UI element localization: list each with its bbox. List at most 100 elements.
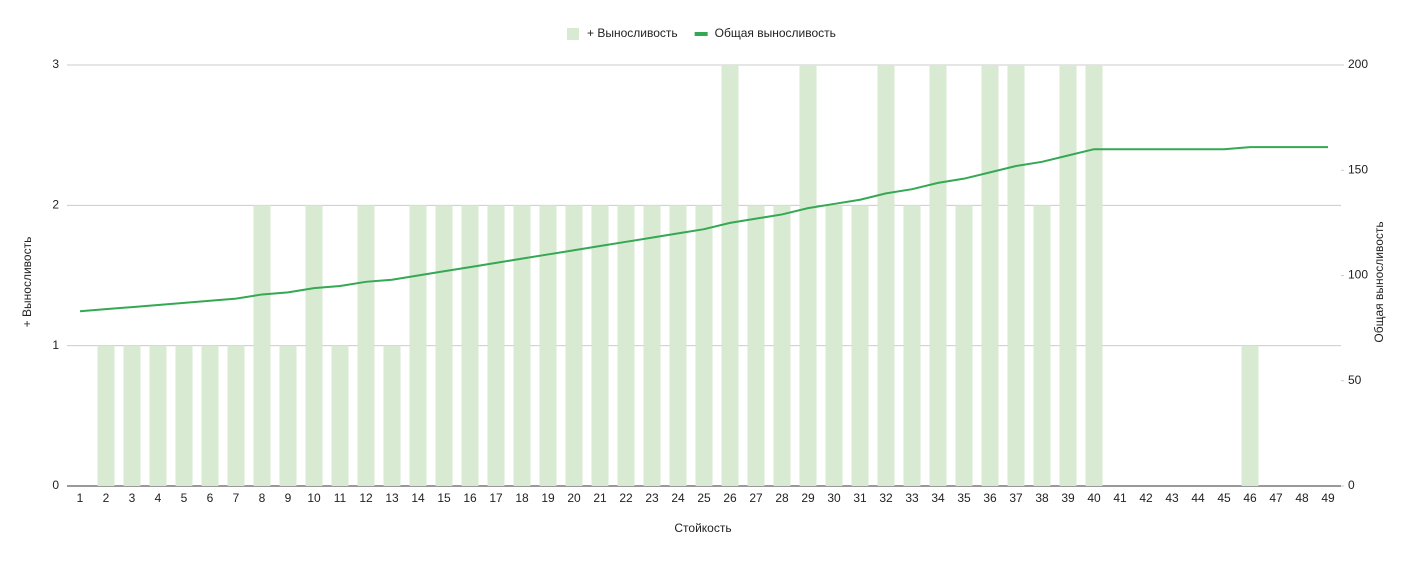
- bar: [435, 205, 453, 487]
- x-tick-label: 42: [1139, 491, 1153, 505]
- bar: [1059, 65, 1077, 486]
- x-tick-label: 29: [801, 491, 815, 505]
- bar: [799, 65, 817, 486]
- bar: [773, 205, 791, 487]
- bar: [513, 205, 531, 487]
- x-tick-label: 10: [307, 491, 321, 505]
- y-tick-label: 3: [52, 57, 59, 71]
- legend-swatch: [694, 32, 708, 36]
- bar: [695, 205, 713, 487]
- x-tick-label: 18: [515, 491, 529, 505]
- x-tick-label: 49: [1321, 491, 1335, 505]
- x-tick-label: 7: [233, 491, 240, 505]
- bar: [149, 345, 167, 486]
- bar: [227, 345, 245, 486]
- y2-tick-label: 100: [1348, 268, 1368, 282]
- x-tick-label: 4: [155, 491, 162, 505]
- x-tick-label: 46: [1243, 491, 1257, 505]
- bar: [669, 205, 687, 487]
- y-tick-label: 2: [52, 198, 59, 212]
- x-tick-label: 13: [385, 491, 399, 505]
- x-tick-label: 17: [489, 491, 503, 505]
- x-tick-label: 8: [259, 491, 266, 505]
- x-tick-label: 30: [827, 491, 841, 505]
- bar: [331, 345, 349, 486]
- x-tick-label: 15: [437, 491, 451, 505]
- bar: [279, 345, 297, 486]
- x-tick-label: 26: [723, 491, 737, 505]
- y2-tick-label: 50: [1348, 373, 1362, 387]
- bar: [929, 65, 947, 486]
- x-tick-label: 40: [1087, 491, 1101, 505]
- y2-tick-label: 150: [1348, 162, 1368, 176]
- bar: [539, 205, 557, 487]
- x-tick-label: 47: [1269, 491, 1283, 505]
- x-tick-label: 41: [1113, 491, 1127, 505]
- x-tick-label: 5: [181, 491, 188, 505]
- line-series: [79, 146, 1328, 313]
- x-tick-label: 36: [983, 491, 997, 505]
- bar: [1085, 65, 1103, 486]
- x-tick-label: 12: [359, 491, 373, 505]
- y-axis-title: + Выносливость: [20, 237, 34, 328]
- bar: [409, 205, 427, 487]
- bar: [175, 345, 193, 486]
- bar: [487, 205, 505, 487]
- x-tick-label: 33: [905, 491, 919, 505]
- bar: [955, 205, 973, 487]
- x-tick-label: 9: [285, 491, 292, 505]
- x-tick-label: 19: [541, 491, 555, 505]
- bar: [1007, 65, 1025, 486]
- x-tick-label: 35: [957, 491, 971, 505]
- bar: [1241, 345, 1259, 486]
- bar: [721, 65, 739, 486]
- x-tick-label: 2: [103, 491, 110, 505]
- x-tick-label: 22: [619, 491, 633, 505]
- bar: [201, 345, 219, 486]
- x-tick-label: 6: [207, 491, 214, 505]
- y-tick-label: 1: [52, 338, 59, 352]
- x-tick-label: 20: [567, 491, 581, 505]
- y2-axis-title: Общая выносливость: [1372, 221, 1386, 342]
- bar: [305, 205, 323, 487]
- x-tick-label: 27: [749, 491, 763, 505]
- y2-tick-label: 200: [1348, 57, 1368, 71]
- x-tick-label: 24: [671, 491, 685, 505]
- x-tick-label: 34: [931, 491, 945, 505]
- x-tick-label: 21: [593, 491, 607, 505]
- bar: [461, 205, 479, 487]
- bar: [747, 205, 765, 487]
- bar: [643, 205, 661, 487]
- x-tick-label: 16: [463, 491, 477, 505]
- bar: [825, 205, 843, 487]
- x-tick-label: 45: [1217, 491, 1231, 505]
- y2-tick-label: 0: [1348, 478, 1355, 492]
- x-axis-title: Стойкость: [674, 521, 731, 535]
- x-tick-label: 14: [411, 491, 425, 505]
- x-tick-label: 28: [775, 491, 789, 505]
- bar: [253, 205, 271, 487]
- x-tick-label: 44: [1191, 491, 1205, 505]
- x-tick-label: 23: [645, 491, 659, 505]
- legend-swatch: [567, 28, 579, 40]
- bar: [383, 345, 401, 486]
- x-tick-label: 25: [697, 491, 711, 505]
- bar: [903, 205, 921, 487]
- bar: [97, 345, 115, 486]
- x-tick-label: 48: [1295, 491, 1309, 505]
- y-tick-label: 0: [52, 478, 59, 492]
- x-tick-label: 38: [1035, 491, 1049, 505]
- x-tick-label: 37: [1009, 491, 1023, 505]
- legend-label: Общая выносливость: [715, 26, 836, 40]
- x-tick-label: 11: [334, 491, 347, 505]
- bar: [617, 205, 635, 487]
- x-tick-label: 31: [853, 491, 867, 505]
- x-tick-label: 1: [77, 491, 84, 505]
- bar: [851, 205, 869, 487]
- bar: [877, 65, 895, 486]
- x-tick-label: 3: [129, 491, 136, 505]
- x-tick-label: 43: [1165, 491, 1179, 505]
- bar: [591, 205, 609, 487]
- bar: [1033, 205, 1051, 487]
